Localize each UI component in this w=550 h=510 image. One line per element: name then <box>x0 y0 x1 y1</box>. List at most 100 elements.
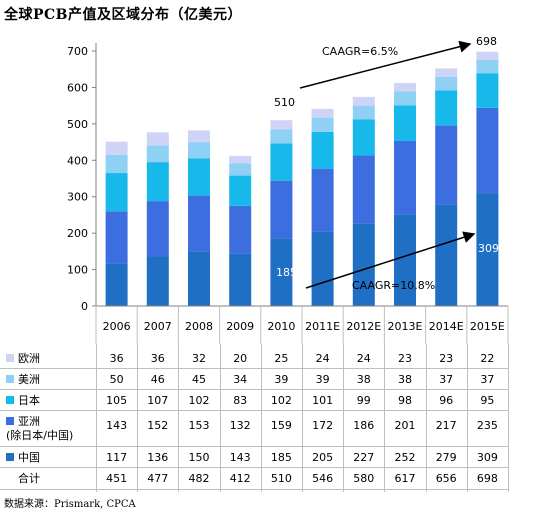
table-row-label-text: 合计 <box>18 472 40 485</box>
table-cell: 412 <box>229 472 251 485</box>
table-cell: 38 <box>356 373 371 386</box>
table-cell: 217 <box>435 419 457 432</box>
source-footer: 数据来源：Prismark, CPCA <box>4 499 136 510</box>
table-row-label-subtext: (除日本/中国) <box>6 429 74 442</box>
table-column-divider <box>343 344 345 492</box>
table-cell: 24 <box>356 352 371 365</box>
table-cell: 32 <box>192 352 206 365</box>
bar-segment-2010-2 <box>270 143 293 181</box>
start-china-label: 185 <box>276 266 297 279</box>
table-column-divider <box>219 344 221 492</box>
bar-segment-2012E-3 <box>352 105 375 120</box>
table-cell: 252 <box>394 451 416 464</box>
legend-swatch <box>6 375 14 383</box>
table-row-divider <box>0 467 508 468</box>
legend-swatch <box>6 453 14 461</box>
table-cell: 20 <box>233 352 248 365</box>
table-column-divider <box>260 344 262 492</box>
chart-title: 全球PCB产值及区域分布（亿美元） <box>4 7 243 23</box>
bar-segment-2014E-4 <box>435 68 458 77</box>
table-cell: 24 <box>315 352 330 365</box>
table-cell: 143 <box>106 419 128 432</box>
y-tick-label: 100 <box>67 264 88 277</box>
x-tick-label: 2011E <box>305 320 340 333</box>
x-tick-label: 2014E <box>429 320 464 333</box>
bar-segment-2008-4 <box>188 130 210 143</box>
table-cell: 99 <box>356 394 371 407</box>
bar-segment-2006-3 <box>105 154 128 174</box>
bar-segment-2014E-1 <box>435 125 458 205</box>
bar-segment-2012E-0 <box>352 223 375 306</box>
bar-segment-2007-3 <box>146 145 169 163</box>
table-column-divider <box>425 344 427 492</box>
table-cell: 580 <box>353 472 375 485</box>
bar-segment-2011E-0 <box>311 231 334 306</box>
bar-segment-2011E-1 <box>311 168 334 232</box>
x-tick-label: 2013E <box>388 320 423 333</box>
table-cell: 105 <box>106 394 128 407</box>
table-column-divider <box>137 344 139 492</box>
table-row-divider <box>0 389 508 390</box>
bar-segment-2013E-2 <box>394 105 416 141</box>
bar-segment-2012E-4 <box>352 96 375 106</box>
table-cell: 36 <box>150 352 165 365</box>
table-cell: 153 <box>188 419 210 432</box>
table-cell: 152 <box>147 419 169 432</box>
table-row-label-text: 亚洲 <box>18 415 40 428</box>
x-tick-label: 2010 <box>267 320 295 333</box>
bar-segment-2015E-3 <box>476 59 499 74</box>
table-cell: 107 <box>147 394 169 407</box>
annotations: CAAGR=6.5% 510 698 CAAGR=10.8% 185 309 <box>274 35 499 292</box>
x-axis: 2006 2007 2008 2009 2010 2011E 2012E 2013E 2014E… <box>95 305 509 344</box>
legend-swatch <box>6 396 14 404</box>
table-column-divider <box>384 344 386 492</box>
bar-segment-2013E-1 <box>394 140 416 215</box>
table-cell: 451 <box>106 472 128 485</box>
table-cell: 136 <box>147 451 169 464</box>
table-cell: 132 <box>229 419 251 432</box>
table-cell: 96 <box>439 394 454 407</box>
y-tick-label: 700 <box>67 45 88 58</box>
bar-segment-2015E-1 <box>476 107 499 194</box>
bar-segment-2007-2 <box>146 162 169 202</box>
table-cell: 39 <box>274 373 289 386</box>
table-cell: 477 <box>147 472 169 485</box>
bar-segment-2010-4 <box>270 120 293 130</box>
table-cell: 36 <box>109 352 124 365</box>
bars <box>105 51 499 306</box>
bar-segment-2013E-4 <box>394 83 416 92</box>
table-cell: 227 <box>353 451 375 464</box>
bar-segment-2015E-2 <box>476 73 499 108</box>
legend-swatch <box>6 354 14 362</box>
bar-segment-2007-0 <box>146 256 169 306</box>
y-axis: 0 100 200 300 400 500 600 700 <box>67 43 97 313</box>
bar-segment-2007-1 <box>146 201 169 257</box>
bar-segment-2006-1 <box>105 211 128 264</box>
bar-segment-2009-2 <box>229 175 252 206</box>
bar-segment-2011E-4 <box>311 108 334 118</box>
bar-segment-2011E-2 <box>311 131 334 169</box>
bar-segment-2008-2 <box>188 158 210 196</box>
table-cell: 23 <box>398 352 412 365</box>
table-cell: 185 <box>270 451 292 464</box>
table-row: 亚洲 (除日本/中国) 143 152 153 132 159 172 186 201 217 235 <box>0 415 550 442</box>
y-tick-label: 0 <box>81 300 88 313</box>
table-cell: 279 <box>435 451 457 464</box>
table-cell: 150 <box>188 451 210 464</box>
trend-arrow-total <box>299 40 472 89</box>
table-row: 合计 451 477 482 412 510 546 580 617 656 698 <box>0 472 550 492</box>
table-cell: 95 <box>480 394 495 407</box>
table-cell: 186 <box>353 419 375 432</box>
x-tick-label: 2006 <box>103 320 131 333</box>
table-row: 日本 105 107 102 83 102 101 99 98 96 95 <box>0 394 550 414</box>
table-row-label: 日本 <box>6 394 40 408</box>
start-total-label: 510 <box>274 96 295 109</box>
bar-segment-2010-1 <box>270 180 293 239</box>
y-tick-label: 500 <box>67 118 88 131</box>
bar-segment-2008-3 <box>188 142 210 159</box>
table-cell: 546 <box>312 472 334 485</box>
table-cell: 50 <box>109 373 124 386</box>
table-cell: 22 <box>480 352 495 365</box>
table-row-label-text: 欧洲 <box>18 352 40 365</box>
y-tick-label: 400 <box>67 154 88 167</box>
